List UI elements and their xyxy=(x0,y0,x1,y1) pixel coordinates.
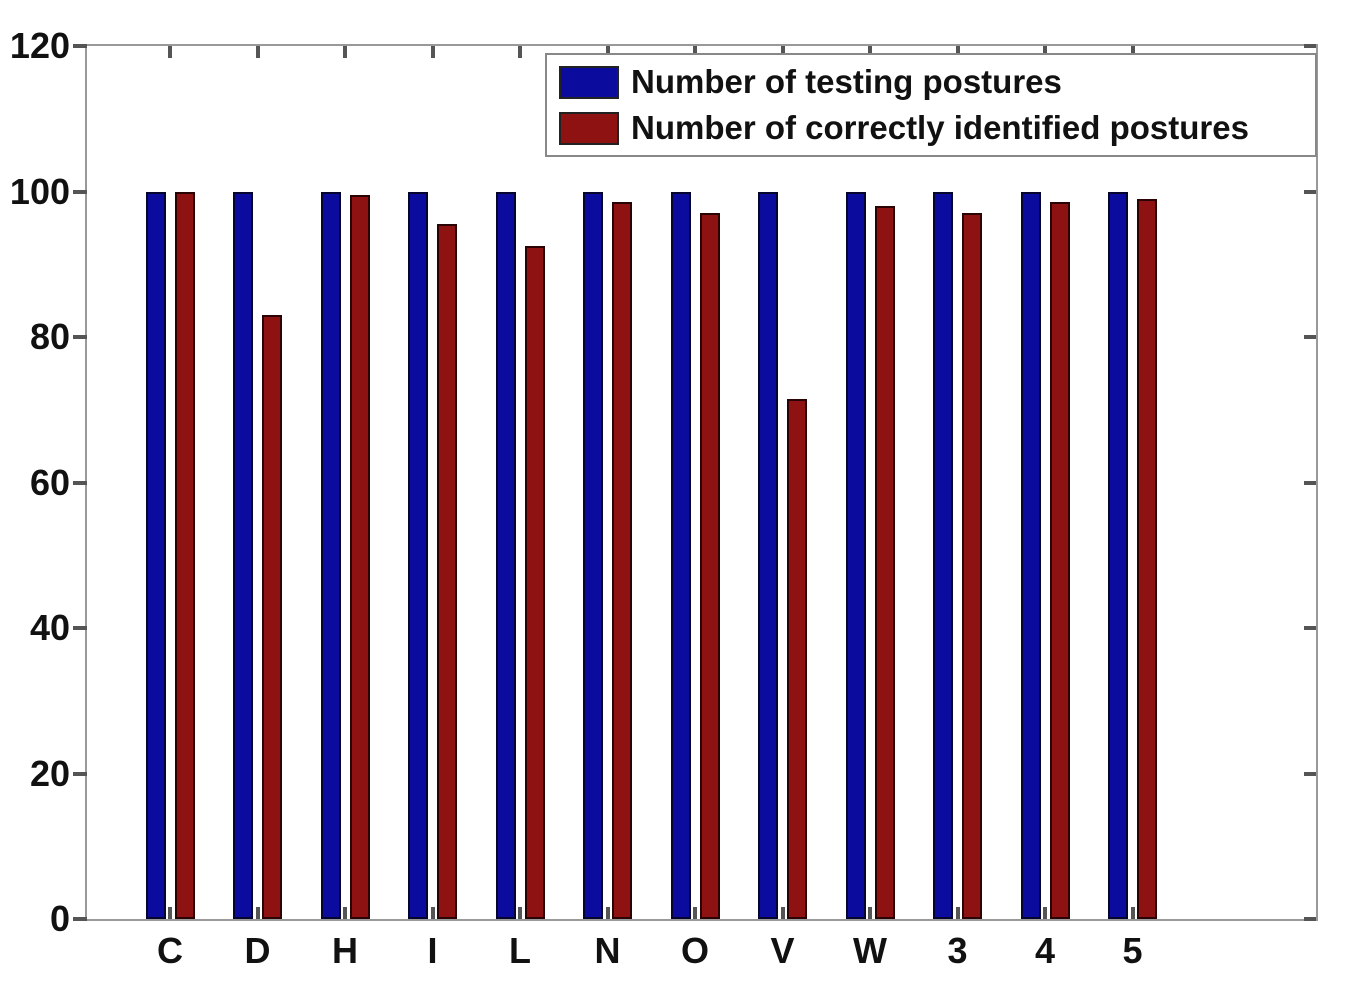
x-tick-bottom-L xyxy=(518,907,522,919)
y-tick-right-80 xyxy=(1304,335,1316,339)
bar-testing-H xyxy=(320,191,341,919)
legend: Number of testing postures Number of cor… xyxy=(545,53,1317,157)
x-tick-top-C xyxy=(168,46,172,58)
y-tick-right-120 xyxy=(1304,44,1316,48)
x-tick-top-L xyxy=(518,46,522,58)
x-tick-top-V xyxy=(780,46,785,58)
y-tick-label-120: 120 xyxy=(9,25,70,66)
y-tick-label-60: 60 xyxy=(29,461,70,503)
x-tick-label-4: 4 xyxy=(1034,930,1056,971)
x-tick-label-D: D xyxy=(244,930,271,971)
bar-identified-C xyxy=(174,191,195,919)
plot-area: Number of testing postures Number of cor… xyxy=(85,44,1318,921)
bar-testing-D xyxy=(233,191,253,919)
y-tick-left-0 xyxy=(73,917,87,921)
y-tick-left-120 xyxy=(73,44,87,48)
bar-testing-O xyxy=(670,191,691,919)
x-tick-top-3 xyxy=(955,46,960,58)
bar-identified-L xyxy=(524,246,545,919)
bar-testing-3 xyxy=(933,191,953,919)
x-tick-bottom-H xyxy=(343,907,347,919)
bar-identified-I xyxy=(437,224,457,919)
x-tick-label-W: W xyxy=(853,930,887,971)
bar-testing-V xyxy=(758,191,778,919)
x-tick-label-H: H xyxy=(332,930,358,971)
legend-label-identified-postures: Number of correctly identified postures xyxy=(631,109,1249,146)
x-tick-label-V: V xyxy=(770,930,795,971)
y-tick-left-60 xyxy=(73,480,87,485)
legend-swatch-testing-postures xyxy=(559,65,619,99)
y-tick-left-80 xyxy=(73,335,87,339)
y-tick-right-100 xyxy=(1304,189,1316,194)
x-tick-top-5 xyxy=(1130,46,1135,58)
bar-testing-W xyxy=(845,191,866,919)
x-tick-top-I xyxy=(430,46,435,58)
bar-testing-L xyxy=(495,191,516,919)
bar-identified-5 xyxy=(1137,198,1157,919)
x-tick-bottom-W xyxy=(868,907,872,919)
y-tick-right-0 xyxy=(1304,917,1316,921)
bar-testing-4 xyxy=(1020,191,1041,919)
x-tick-label-O: O xyxy=(680,930,710,971)
legend-label-testing-postures: Number of testing postures xyxy=(631,63,1062,100)
bar-identified-W xyxy=(874,206,895,919)
x-tick-bottom-N xyxy=(605,907,610,919)
x-tick-top-D xyxy=(255,46,260,58)
legend-entry-identified: Number of correctly identified postures xyxy=(559,109,1315,147)
x-tick-top-H xyxy=(343,46,347,58)
bar-identified-3 xyxy=(962,213,982,919)
x-tick-top-O xyxy=(693,46,697,58)
x-tick-top-4 xyxy=(1043,46,1047,58)
x-tick-label-5: 5 xyxy=(1122,930,1143,971)
y-tick-label-80: 80 xyxy=(29,316,70,357)
y-tick-label-100: 100 xyxy=(9,170,70,212)
y-tick-right-40 xyxy=(1304,626,1316,630)
x-tick-label-C: C xyxy=(157,930,183,971)
bar-identified-4 xyxy=(1049,202,1070,919)
y-tick-left-20 xyxy=(73,771,87,776)
bar-identified-V xyxy=(787,398,807,919)
bar-identified-O xyxy=(699,213,720,919)
x-tick-label-3: 3 xyxy=(947,930,968,971)
y-tick-label-0: 0 xyxy=(49,898,70,939)
x-tick-bottom-O xyxy=(693,907,697,919)
x-tick-bottom-V xyxy=(780,907,785,919)
legend-swatch-identified-postures xyxy=(559,111,619,145)
bar-identified-N xyxy=(612,202,632,919)
x-tick-bottom-C xyxy=(168,907,172,919)
x-tick-bottom-I xyxy=(430,907,435,919)
x-tick-bottom-5 xyxy=(1130,907,1135,919)
y-tick-right-20 xyxy=(1304,771,1316,776)
y-tick-right-60 xyxy=(1304,480,1316,485)
x-tick-label-I: I xyxy=(427,930,438,971)
bar-testing-I xyxy=(408,191,428,919)
y-tick-left-40 xyxy=(73,626,87,630)
x-tick-bottom-3 xyxy=(955,907,960,919)
x-tick-label-L: L xyxy=(509,930,531,971)
x-tick-label-N: N xyxy=(594,930,621,971)
bar-identified-H xyxy=(349,195,370,919)
legend-entry-testing: Number of testing postures xyxy=(559,63,1315,101)
bar-identified-D xyxy=(262,315,282,919)
x-tick-top-N xyxy=(605,46,610,58)
y-tick-left-100 xyxy=(73,189,87,194)
y-tick-label-40: 40 xyxy=(29,607,70,648)
x-tick-bottom-D xyxy=(255,907,260,919)
bar-testing-C xyxy=(145,191,166,919)
bar-testing-N xyxy=(583,191,603,919)
x-tick-bottom-4 xyxy=(1043,907,1047,919)
x-tick-top-W xyxy=(868,46,872,58)
y-tick-label-20: 20 xyxy=(29,752,70,794)
bar-testing-5 xyxy=(1108,191,1128,919)
